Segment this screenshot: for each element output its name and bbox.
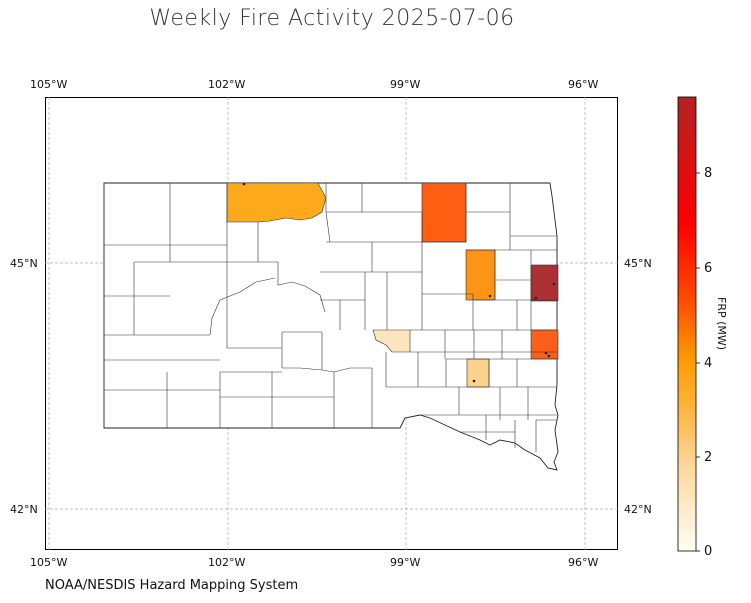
county-corson bbox=[226, 182, 327, 223]
fire-point bbox=[472, 379, 476, 383]
fire-point bbox=[547, 354, 551, 358]
county-spink bbox=[465, 249, 496, 301]
lon-tick-top-102: 102°W bbox=[208, 78, 246, 91]
lon-tick-top-96: 96°W bbox=[568, 78, 599, 91]
fire-counties bbox=[226, 182, 559, 388]
colorbar-tick-4: 4 bbox=[704, 356, 713, 371]
colorbar bbox=[677, 96, 697, 552]
colorbar-tick-8: 8 bbox=[704, 166, 713, 181]
fire-point bbox=[544, 351, 548, 355]
colorbar-tick-0: 0 bbox=[704, 544, 713, 559]
lon-tick-bottom-96: 96°W bbox=[568, 556, 599, 569]
fire-detections bbox=[242, 182, 556, 383]
fire-point bbox=[552, 282, 556, 286]
fire-point bbox=[242, 182, 246, 186]
colorbar-tick-6: 6 bbox=[704, 261, 713, 276]
data-credit: NOAA/NESDIS Hazard Mapping System bbox=[45, 578, 299, 593]
county-lines bbox=[104, 183, 557, 452]
county-minnehaha bbox=[530, 329, 559, 360]
lon-tick-top-105: 105°W bbox=[30, 78, 68, 91]
colorbar-tick-2: 2 bbox=[704, 450, 713, 465]
colorbar-label: FRP (MW) bbox=[715, 297, 728, 351]
county-brown bbox=[421, 182, 467, 243]
lat-tick-left-42: 42°N bbox=[10, 503, 38, 516]
state-outline bbox=[103, 182, 559, 471]
fire-point bbox=[534, 296, 538, 300]
colorbar-ticks bbox=[696, 172, 700, 552]
lon-tick-bottom-99: 99°W bbox=[390, 556, 421, 569]
lon-tick-bottom-105: 105°W bbox=[30, 556, 68, 569]
map-title: Weekly Fire Activity 2025-07-06 bbox=[149, 6, 515, 31]
lon-tick-bottom-102: 102°W bbox=[208, 556, 246, 569]
fire-point bbox=[488, 294, 492, 298]
lat-tick-right-42: 42°N bbox=[624, 503, 652, 516]
map-frame bbox=[45, 97, 618, 550]
lon-tick-top-99: 99°W bbox=[390, 78, 421, 91]
lat-tick-left-45: 45°N bbox=[10, 257, 38, 270]
county-davison bbox=[466, 358, 490, 388]
lat-tick-right-45: 45°N bbox=[624, 257, 652, 270]
